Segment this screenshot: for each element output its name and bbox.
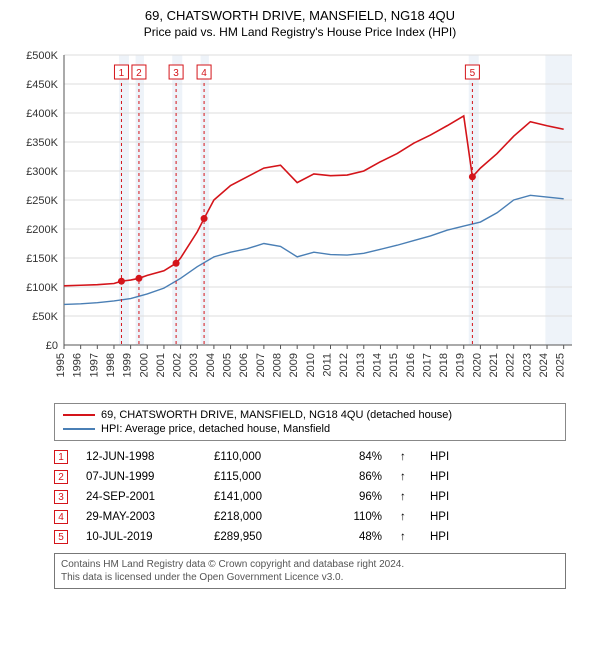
sale-marker-box: 1 xyxy=(54,450,68,464)
arrow-up-icon: ↑ xyxy=(400,451,412,463)
sale-hpi-label: HPI xyxy=(430,491,460,503)
svg-text:£150K: £150K xyxy=(26,253,58,265)
svg-text:2004: 2004 xyxy=(205,353,217,377)
sale-hpi-label: HPI xyxy=(430,531,460,543)
svg-text:£250K: £250K xyxy=(26,195,58,207)
svg-text:1999: 1999 xyxy=(122,353,134,377)
arrow-up-icon: ↑ xyxy=(400,511,412,523)
arrow-up-icon: ↑ xyxy=(400,491,412,503)
legend: 69, CHATSWORTH DRIVE, MANSFIELD, NG18 4Q… xyxy=(54,403,566,441)
svg-text:2008: 2008 xyxy=(272,353,284,377)
sale-hpi-pct: 96% xyxy=(322,491,382,503)
svg-text:£100K: £100K xyxy=(26,282,58,294)
footer-line-2: This data is licensed under the Open Gov… xyxy=(61,571,559,584)
legend-label: 69, CHATSWORTH DRIVE, MANSFIELD, NG18 4Q… xyxy=(101,409,452,421)
sale-marker-box: 3 xyxy=(54,490,68,504)
svg-text:2020: 2020 xyxy=(471,353,483,377)
svg-text:4: 4 xyxy=(201,68,207,79)
sale-row: 4 29-MAY-2003 £218,000 110% ↑ HPI xyxy=(54,507,566,527)
svg-text:2011: 2011 xyxy=(321,353,333,377)
svg-text:2017: 2017 xyxy=(421,353,433,377)
svg-text:2015: 2015 xyxy=(388,353,400,377)
svg-text:£200K: £200K xyxy=(26,224,58,236)
chart-title: 69, CHATSWORTH DRIVE, MANSFIELD, NG18 4Q… xyxy=(12,8,588,23)
legend-swatch xyxy=(63,428,95,430)
sale-date: 10-JUL-2019 xyxy=(86,531,196,543)
sale-hpi-label: HPI xyxy=(430,451,460,463)
sale-date: 07-JUN-1999 xyxy=(86,471,196,483)
sale-hpi-pct: 84% xyxy=(322,451,382,463)
chart-container: 69, CHATSWORTH DRIVE, MANSFIELD, NG18 4Q… xyxy=(0,0,600,595)
sales-table: 1 12-JUN-1998 £110,000 84% ↑ HPI 2 07-JUN-1999 £… xyxy=(54,447,566,547)
sale-marker-box: 5 xyxy=(54,530,68,544)
svg-text:1995: 1995 xyxy=(55,353,67,377)
svg-text:£450K: £450K xyxy=(26,79,58,91)
sale-marker-box: 4 xyxy=(54,510,68,524)
sale-date: 29-MAY-2003 xyxy=(86,511,196,523)
sale-row: 1 12-JUN-1998 £110,000 84% ↑ HPI xyxy=(54,447,566,467)
svg-text:2001: 2001 xyxy=(155,353,167,377)
sale-price: £141,000 xyxy=(214,491,304,503)
arrow-up-icon: ↑ xyxy=(400,471,412,483)
footer-line-1: Contains HM Land Registry data © Crown c… xyxy=(61,558,559,571)
sale-date: 12-JUN-1998 xyxy=(86,451,196,463)
svg-text:2022: 2022 xyxy=(505,353,517,377)
svg-text:2019: 2019 xyxy=(455,353,467,377)
svg-text:1996: 1996 xyxy=(72,353,84,377)
svg-text:1997: 1997 xyxy=(88,353,100,377)
svg-text:2003: 2003 xyxy=(188,353,200,377)
chart-plot: £0 £50K £100K £150K £200K £250K £300K £350K £400… xyxy=(12,45,588,395)
svg-text:£50K: £50K xyxy=(32,311,58,323)
sale-marker-box: 2 xyxy=(54,470,68,484)
svg-text:2007: 2007 xyxy=(255,353,267,377)
svg-text:2000: 2000 xyxy=(138,353,150,377)
svg-text:3: 3 xyxy=(173,68,179,79)
svg-text:2010: 2010 xyxy=(305,353,317,377)
svg-text:£350K: £350K xyxy=(26,137,58,149)
svg-text:2009: 2009 xyxy=(288,353,300,377)
legend-item: 69, CHATSWORTH DRIVE, MANSFIELD, NG18 4Q… xyxy=(63,408,557,422)
svg-text:2013: 2013 xyxy=(355,353,367,377)
sale-price: £110,000 xyxy=(214,451,304,463)
svg-text:2025: 2025 xyxy=(555,353,567,377)
svg-text:£500K: £500K xyxy=(26,50,58,62)
legend-item: HPI: Average price, detached house, Mans… xyxy=(63,422,557,436)
sale-price: £115,000 xyxy=(214,471,304,483)
arrow-up-icon: ↑ xyxy=(400,531,412,543)
sale-hpi-label: HPI xyxy=(430,471,460,483)
svg-text:1: 1 xyxy=(119,68,125,79)
svg-text:2014: 2014 xyxy=(371,353,383,377)
svg-text:2021: 2021 xyxy=(488,353,500,377)
footer-attribution: Contains HM Land Registry data © Crown c… xyxy=(54,553,566,589)
svg-text:2006: 2006 xyxy=(238,353,250,377)
svg-text:2024: 2024 xyxy=(538,353,550,377)
svg-text:2002: 2002 xyxy=(172,353,184,377)
sale-hpi-pct: 110% xyxy=(322,511,382,523)
legend-swatch xyxy=(63,414,95,416)
svg-text:5: 5 xyxy=(470,68,476,79)
legend-label: HPI: Average price, detached house, Mans… xyxy=(101,423,330,435)
svg-text:2023: 2023 xyxy=(521,353,533,377)
svg-text:£300K: £300K xyxy=(26,166,58,178)
svg-text:2005: 2005 xyxy=(222,353,234,377)
svg-text:2: 2 xyxy=(136,68,142,79)
sale-row: 3 24-SEP-2001 £141,000 96% ↑ HPI xyxy=(54,487,566,507)
sale-price: £218,000 xyxy=(214,511,304,523)
sale-hpi-pct: 48% xyxy=(322,531,382,543)
svg-text:1998: 1998 xyxy=(105,353,117,377)
svg-text:2012: 2012 xyxy=(338,353,350,377)
svg-text:2018: 2018 xyxy=(438,353,450,377)
sale-date: 24-SEP-2001 xyxy=(86,491,196,503)
sale-row: 2 07-JUN-1999 £115,000 86% ↑ HPI xyxy=(54,467,566,487)
sale-row: 5 10-JUL-2019 £289,950 48% ↑ HPI xyxy=(54,527,566,547)
sale-hpi-label: HPI xyxy=(430,511,460,523)
sale-price: £289,950 xyxy=(214,531,304,543)
svg-text:£0: £0 xyxy=(46,340,58,352)
chart-subtitle: Price paid vs. HM Land Registry's House … xyxy=(12,25,588,39)
svg-text:£400K: £400K xyxy=(26,108,58,120)
svg-text:2016: 2016 xyxy=(405,353,417,377)
sale-hpi-pct: 86% xyxy=(322,471,382,483)
